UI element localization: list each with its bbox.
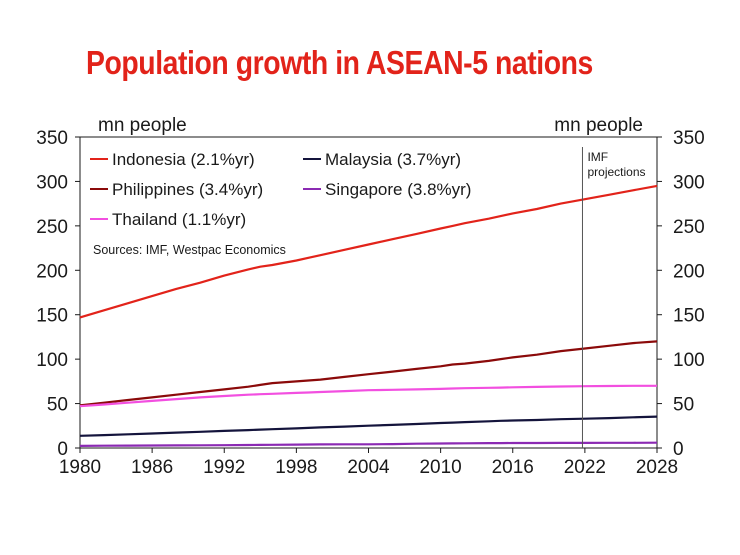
x-tick-label: 2010 bbox=[419, 457, 461, 478]
x-tick-label: 1992 bbox=[203, 457, 245, 478]
x-tick-label: 1986 bbox=[131, 457, 173, 478]
y-tick-label-left: 200 bbox=[36, 261, 68, 282]
x-tick-label: 2004 bbox=[347, 457, 390, 478]
x-tick-label: 2028 bbox=[636, 457, 678, 478]
legend-label-indonesia: Indonesia (2.1%yr) bbox=[112, 150, 255, 169]
x-tick-label: 1998 bbox=[275, 457, 317, 478]
legend-label-philippines: Philippines (3.4%yr) bbox=[112, 180, 263, 199]
x-tick-label: 2022 bbox=[564, 457, 606, 478]
y-tick-label-left: 300 bbox=[36, 172, 68, 193]
series-line-indonesia bbox=[79, 184, 658, 319]
legend-label-malaysia: Malaysia (3.7%yr) bbox=[325, 150, 461, 169]
projection-label-line1: IMF bbox=[587, 150, 608, 164]
y-tick-label-left: 100 bbox=[36, 350, 68, 371]
series-line-thailand bbox=[79, 384, 657, 408]
y-tick-label-right: 300 bbox=[673, 172, 705, 193]
y-axis-label-right: mn people bbox=[554, 115, 643, 136]
source-note: Sources: IMF, Westpac Economics bbox=[93, 243, 286, 257]
x-tick-label: 1980 bbox=[59, 457, 101, 478]
y-tick-label-right: 150 bbox=[673, 306, 705, 327]
series-line-singapore bbox=[79, 441, 658, 447]
y-tick-label-left: 150 bbox=[36, 306, 68, 327]
chart-title: Population growth in ASEAN-5 nations bbox=[86, 44, 593, 81]
y-tick-label-right: 250 bbox=[673, 217, 705, 238]
legend-label-singapore: Singapore (3.8%yr) bbox=[325, 180, 471, 199]
y-axis-label-left: mn people bbox=[98, 115, 187, 136]
series-line-philippines bbox=[79, 340, 658, 407]
series-line-malaysia bbox=[79, 415, 658, 437]
y-tick-label-left: 50 bbox=[47, 395, 68, 416]
y-tick-label-left: 0 bbox=[57, 439, 68, 460]
legend-label-thailand: Thailand (1.1%yr) bbox=[112, 210, 246, 229]
y-tick-label-right: 0 bbox=[673, 439, 684, 460]
y-tick-label-right: 100 bbox=[673, 350, 705, 371]
x-tick-label: 2016 bbox=[492, 457, 534, 478]
projection-label-line2: projections bbox=[587, 165, 645, 179]
y-tick-label-left: 250 bbox=[36, 217, 68, 238]
y-tick-label-right: 50 bbox=[673, 395, 694, 416]
y-tick-label-right: 350 bbox=[673, 128, 705, 149]
y-tick-label-left: 350 bbox=[36, 128, 68, 149]
y-tick-label-right: 200 bbox=[673, 261, 705, 282]
